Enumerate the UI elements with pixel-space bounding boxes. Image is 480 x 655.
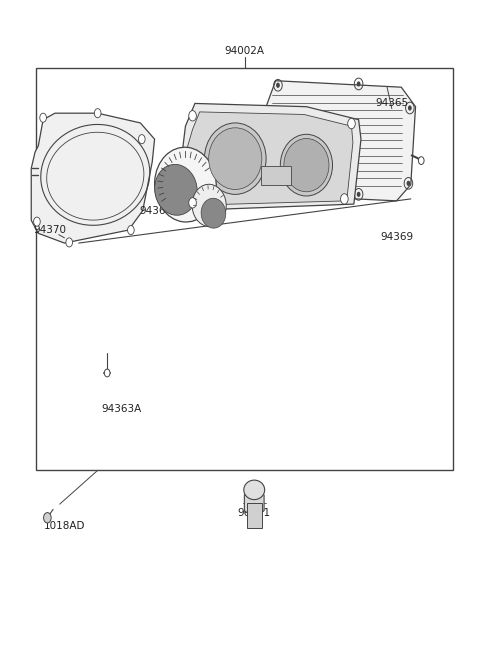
Text: 94002A: 94002A	[225, 47, 265, 56]
Circle shape	[276, 83, 280, 88]
Circle shape	[408, 105, 412, 111]
Circle shape	[341, 194, 348, 204]
Ellipse shape	[209, 128, 262, 189]
Ellipse shape	[155, 147, 216, 222]
Text: 94360B: 94360B	[139, 206, 180, 215]
Text: 94191: 94191	[271, 131, 304, 141]
Circle shape	[104, 369, 110, 377]
Ellipse shape	[155, 164, 197, 215]
Circle shape	[95, 109, 101, 118]
Ellipse shape	[284, 138, 329, 192]
Circle shape	[348, 119, 355, 129]
Circle shape	[66, 238, 72, 247]
Circle shape	[407, 181, 410, 186]
Circle shape	[419, 157, 424, 164]
FancyBboxPatch shape	[247, 503, 262, 527]
Circle shape	[189, 198, 196, 208]
Ellipse shape	[204, 123, 266, 195]
Ellipse shape	[192, 184, 226, 227]
Circle shape	[357, 192, 360, 197]
Polygon shape	[261, 81, 416, 201]
Text: 94365: 94365	[375, 98, 408, 109]
Circle shape	[44, 513, 51, 523]
Polygon shape	[244, 487, 264, 519]
Circle shape	[40, 113, 47, 122]
Polygon shape	[31, 113, 155, 243]
Text: 1018AD: 1018AD	[44, 521, 85, 531]
Circle shape	[357, 81, 360, 86]
Text: 94363A: 94363A	[101, 403, 142, 414]
Ellipse shape	[201, 198, 226, 228]
Polygon shape	[184, 112, 353, 206]
Circle shape	[128, 225, 134, 234]
FancyBboxPatch shape	[261, 166, 291, 185]
Circle shape	[34, 217, 40, 226]
Text: 96421: 96421	[238, 508, 271, 517]
Circle shape	[189, 111, 196, 121]
Polygon shape	[179, 103, 361, 211]
Circle shape	[276, 191, 280, 196]
Text: 94370: 94370	[34, 225, 67, 235]
Circle shape	[138, 135, 145, 143]
Text: 94369: 94369	[380, 232, 413, 242]
Ellipse shape	[244, 480, 264, 500]
Ellipse shape	[280, 134, 333, 196]
